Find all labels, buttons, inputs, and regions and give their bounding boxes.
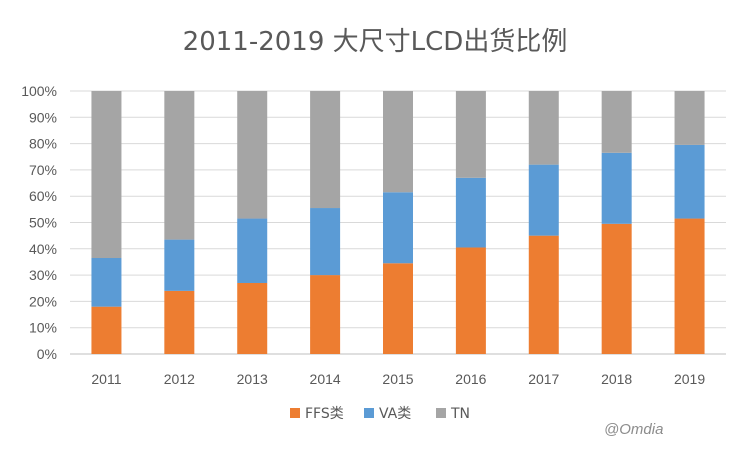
x-tick-label: 2016 xyxy=(455,371,486,387)
legend: FFS类 VA类 TN xyxy=(290,406,470,422)
bar-segment-va-2019 xyxy=(674,144,705,219)
bar-segment-ffs-2019 xyxy=(674,218,705,354)
x-tick-label: 2015 xyxy=(382,371,413,387)
bar-segment-tn-2018 xyxy=(601,91,632,153)
y-tick-label: 70% xyxy=(29,162,57,178)
bar-segment-tn-2015 xyxy=(383,91,413,193)
y-tick-label: 30% xyxy=(29,267,57,283)
y-tick-label: 60% xyxy=(29,188,57,204)
bar-segment-va-2018 xyxy=(601,152,632,224)
bar-segment-ffs-2017 xyxy=(528,235,559,354)
legend-label-ffs: FFS类 xyxy=(305,406,344,422)
bar-segment-tn-2013 xyxy=(237,91,268,219)
y-tick-label: 50% xyxy=(29,215,57,231)
bar-segment-va-2016 xyxy=(455,177,486,248)
bar-segment-tn-2014 xyxy=(310,91,341,209)
bar-segment-ffs-2016 xyxy=(455,247,486,354)
x-tick-label: 2013 xyxy=(237,371,268,387)
legend-swatch-va xyxy=(364,408,374,418)
x-axis-ticks: 2011 2012 2013 2014 2015 2016 2017 2018 2019 xyxy=(91,371,705,387)
y-tick-label: 10% xyxy=(29,320,57,336)
bar-segment-tn-2017 xyxy=(528,91,559,165)
legend-label-va: VA类 xyxy=(379,406,411,422)
bar-segment-va-2011 xyxy=(91,258,122,307)
legend-swatch-ffs xyxy=(290,408,300,418)
bar-segment-va-2017 xyxy=(528,164,559,236)
x-tick-label: 2017 xyxy=(528,371,559,387)
y-tick-label: 40% xyxy=(29,241,57,257)
y-tick-label: 0% xyxy=(37,346,57,362)
x-tick-label: 2018 xyxy=(601,371,632,387)
bar-segment-tn-2016 xyxy=(455,91,486,178)
x-tick-label: 2011 xyxy=(91,371,121,387)
x-tick-label: 2012 xyxy=(164,371,195,387)
bar-segment-tn-2019 xyxy=(674,91,705,145)
watermark: @Omdia xyxy=(604,421,663,438)
bar-segment-va-2014 xyxy=(310,208,341,276)
bar-segment-va-2015 xyxy=(383,192,413,264)
bar-segment-tn-2012 xyxy=(164,91,195,240)
bars xyxy=(91,91,705,354)
bar-segment-tn-2011 xyxy=(91,91,122,259)
y-tick-label: 20% xyxy=(29,293,57,309)
y-tick-label: 80% xyxy=(29,136,57,152)
bar-segment-ffs-2018 xyxy=(601,223,632,354)
bar-segment-ffs-2011 xyxy=(91,306,122,354)
bar-segment-ffs-2012 xyxy=(164,290,195,354)
bar-segment-ffs-2015 xyxy=(383,263,413,354)
bar-segment-va-2013 xyxy=(237,218,268,283)
x-tick-label: 2019 xyxy=(674,371,705,387)
bar-segment-ffs-2014 xyxy=(310,275,341,354)
bar-segment-va-2012 xyxy=(164,239,195,291)
chart-title: 2011-2019 大尺寸LCD出货比例 xyxy=(183,27,568,57)
legend-swatch-tn xyxy=(436,408,446,418)
y-tick-label: 100% xyxy=(21,83,57,99)
x-tick-label: 2014 xyxy=(310,371,341,387)
y-tick-label: 90% xyxy=(29,109,57,125)
bar-segment-ffs-2013 xyxy=(237,282,268,354)
legend-label-tn: TN xyxy=(450,406,470,422)
y-axis-ticks: 0% 10% 20% 30% 40% 50% 60% 70% 80% 90% 100% xyxy=(21,83,57,362)
